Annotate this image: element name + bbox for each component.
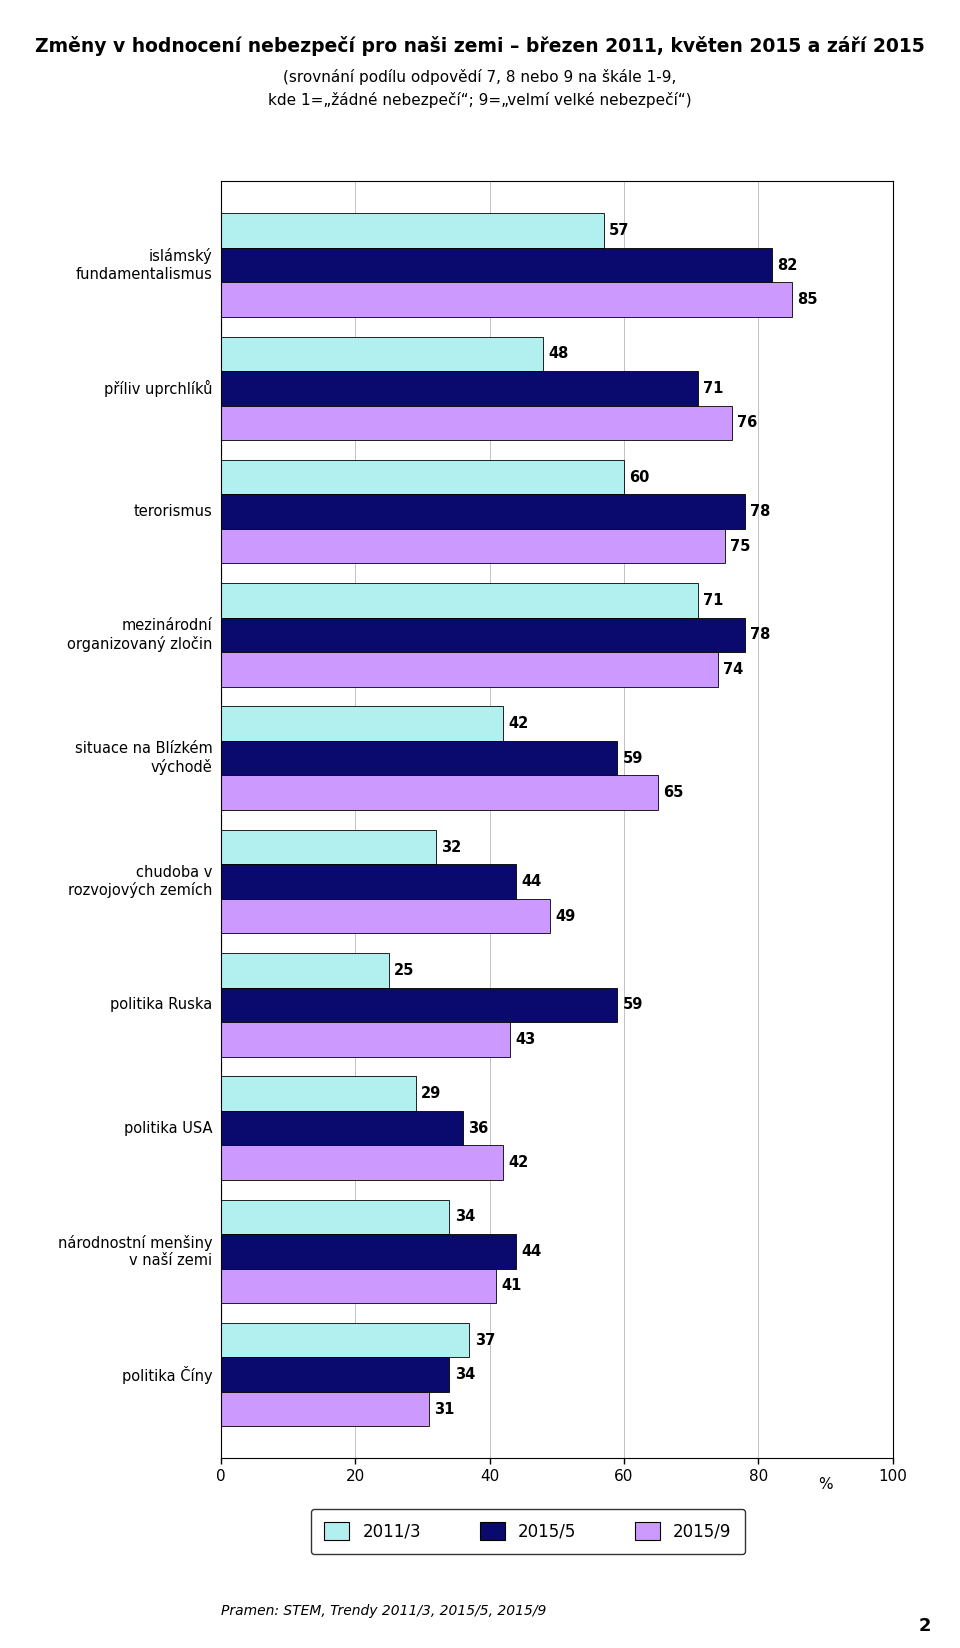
Bar [221, 1269, 496, 1304]
Bar [221, 953, 389, 987]
Text: 2: 2 [919, 1617, 931, 1635]
Bar [221, 247, 772, 282]
Bar [221, 371, 698, 405]
Text: 29: 29 [421, 1086, 442, 1101]
Bar [221, 898, 550, 933]
Bar [221, 494, 745, 529]
Bar [221, 742, 617, 776]
Text: 49: 49 [556, 908, 576, 923]
Bar [221, 618, 745, 653]
Bar [221, 776, 658, 811]
Text: 36: 36 [468, 1121, 489, 1135]
Bar [221, 1145, 503, 1180]
Bar [221, 1393, 429, 1427]
Bar [221, 460, 624, 494]
Bar [221, 336, 543, 371]
Bar [221, 987, 617, 1022]
Bar [221, 213, 604, 247]
Bar [221, 707, 503, 742]
Text: 48: 48 [549, 346, 569, 361]
Bar [221, 1358, 449, 1393]
Text: 60: 60 [630, 470, 650, 485]
Bar [221, 405, 732, 440]
Text: 65: 65 [663, 784, 684, 801]
Bar [221, 864, 516, 898]
Bar [221, 1234, 516, 1269]
Text: 32: 32 [442, 839, 462, 855]
Text: (srovnání podílu odpovědí 7, 8 nebo 9 na škále 1-9,: (srovnání podílu odpovědí 7, 8 nebo 9 na… [283, 69, 677, 86]
Text: 71: 71 [704, 381, 724, 396]
Text: 44: 44 [522, 873, 542, 888]
Bar [221, 1076, 416, 1111]
Bar [221, 1323, 469, 1358]
Text: 59: 59 [623, 997, 643, 1012]
Text: 78: 78 [751, 628, 771, 643]
Text: 31: 31 [435, 1402, 455, 1417]
Text: 71: 71 [704, 593, 724, 608]
Text: 41: 41 [502, 1279, 522, 1294]
Text: %: % [818, 1477, 833, 1491]
Text: 75: 75 [731, 539, 751, 554]
Text: Pramen: STEM, Trendy 2011/3, 2015/5, 2015/9: Pramen: STEM, Trendy 2011/3, 2015/5, 201… [221, 1604, 546, 1617]
Bar [221, 653, 718, 687]
Bar [221, 1022, 510, 1056]
Text: 74: 74 [724, 662, 744, 677]
Text: 44: 44 [522, 1244, 542, 1259]
Bar [221, 529, 725, 564]
Bar [221, 1200, 449, 1234]
Text: 25: 25 [395, 962, 415, 977]
Text: kde 1=„žádné nebezpečí“; 9=„velmí velké nebezpečí“): kde 1=„žádné nebezpečí“; 9=„velmí velké … [268, 92, 692, 109]
Text: Změny v hodnocení nebezpečí pro naši zemi – březen 2011, květen 2015 a září 2015: Změny v hodnocení nebezpečí pro naši zem… [36, 36, 924, 56]
Bar [221, 583, 698, 618]
Text: 82: 82 [778, 257, 798, 272]
Text: 43: 43 [516, 1032, 536, 1046]
Bar [221, 829, 436, 864]
Text: 76: 76 [737, 415, 757, 430]
Text: 42: 42 [509, 1155, 529, 1170]
Text: 34: 34 [455, 1368, 475, 1383]
Text: 34: 34 [455, 1210, 475, 1224]
Text: 78: 78 [751, 504, 771, 519]
Text: 42: 42 [509, 717, 529, 732]
Text: 59: 59 [623, 751, 643, 766]
Text: 85: 85 [798, 292, 818, 307]
Legend: 2011/3, 2015/5, 2015/9: 2011/3, 2015/5, 2015/9 [311, 1508, 745, 1554]
Text: 37: 37 [475, 1333, 495, 1348]
Bar [221, 1111, 463, 1145]
Bar [221, 282, 792, 316]
Text: 57: 57 [610, 222, 630, 237]
